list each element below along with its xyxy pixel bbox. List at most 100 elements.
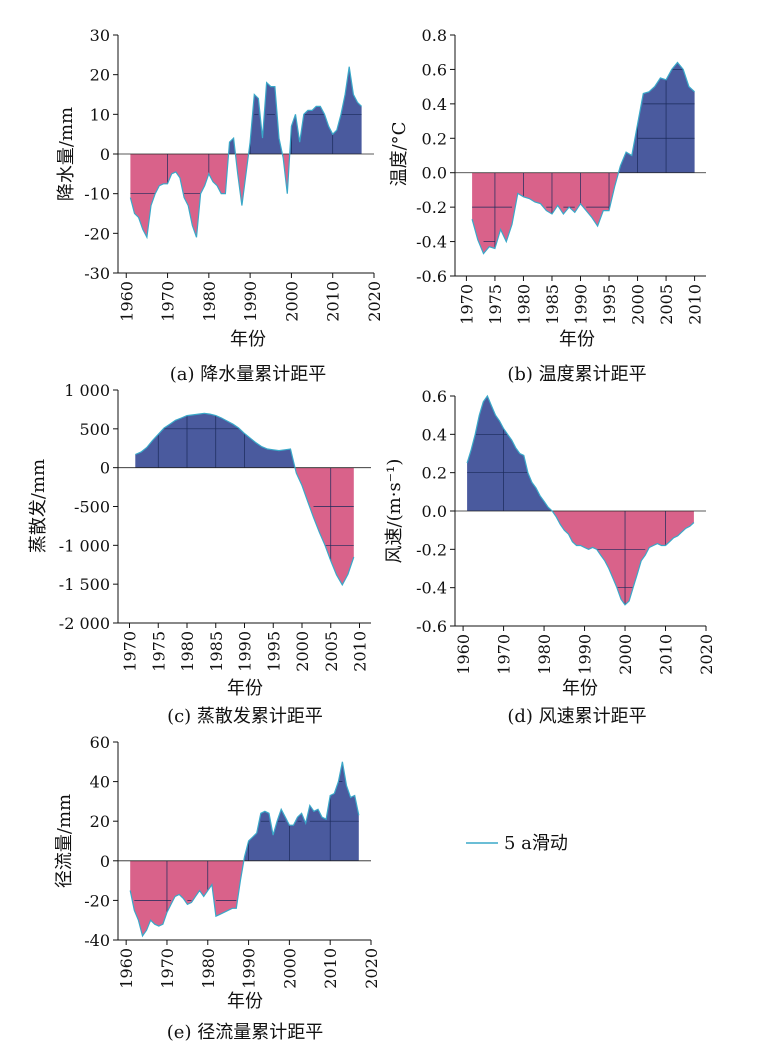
x-tick-label: 2000 [629,284,648,325]
y-tick-label: -0.4 [416,233,447,252]
legend: 5 a滑动 [466,833,568,854]
series-line [135,412,355,587]
y-tick-label: 60 [90,733,110,752]
y-tick-label: 0.6 [422,60,447,79]
negative-area-fill [295,467,354,585]
y-axis-title: 温度/°C [389,122,410,187]
x-tick-label: 1990 [236,631,255,672]
y-tick-label: 0.8 [422,26,447,45]
y-axis-title: 蒸散发/mm [28,459,49,553]
y-tick-label: 10 [90,105,110,124]
y-tick-label: 0.0 [422,164,447,183]
x-tick-label: 2010 [351,631,370,672]
y-tick-label: -30 [84,264,110,283]
series-line [129,761,360,938]
x-tick-label: 2000 [293,631,312,672]
y-tick-label: 1 000 [64,381,110,400]
x-tick-label: 2020 [365,281,384,322]
x-tick-label: 1980 [535,634,554,675]
x-tick-label: 2010 [686,284,705,325]
x-tick-label: 1970 [495,634,514,675]
y-tick-label: 40 [90,773,110,792]
panel-caption: (e) 径流量累计距平 [167,1022,323,1043]
y-tick-label: 0.4 [422,425,447,444]
x-tick-label: 1990 [576,634,595,675]
x-tick-label: 1985 [543,284,562,325]
x-tick-label: 1960 [117,948,136,989]
panel-runoff: -40 -20 0 20 40 60 1960 1970 1980 1990 2000 2010 202… [54,733,381,1043]
x-tick-label: 2020 [697,634,716,675]
panel-wind-speed: -0.6 -0.4 -0.2 0.0 0.2 0.4 0.6 1960 1970 1980 1990… [384,387,716,727]
y-tick-label: 0 [100,459,110,478]
series-line [129,66,363,240]
x-tick-label: 1970 [159,281,178,322]
y-tick-label: 0.2 [422,464,447,483]
x-tick-label: 1980 [514,284,533,325]
y-tick-label: 0.0 [422,502,447,521]
x-tick-label: 1970 [158,948,177,989]
x-tick-label: 1990 [240,948,259,989]
positive-area-fill [467,396,553,511]
x-tick-label: 2010 [321,948,340,989]
negative-area-fill [552,511,694,605]
positive-area-fill [248,82,283,154]
x-tick-label: 2010 [324,281,343,322]
y-tick-label: 0.4 [422,95,447,114]
x-tick-label: 2020 [362,948,381,989]
x-tick-label: 1995 [600,284,619,325]
y-tick-label: -10 [84,185,110,204]
y-tick-label: -40 [84,931,110,950]
y-tick-label: -20 [84,891,110,910]
x-tick-label: 1980 [199,948,218,989]
positive-area-fill [289,66,362,154]
x-tick-label: 2000 [282,281,301,322]
y-tick-label: -0.2 [416,198,447,217]
panel-precipitation: -30 -20 -10 0 10 20 30 1960 1970 1980 1990 2000 2010… [56,26,384,385]
positive-area-fill [243,761,359,861]
x-axis-title: 年份 [562,678,598,699]
y-tick-label: 500 [79,420,110,439]
y-tick-label: -20 [84,224,110,243]
x-tick-label: 2000 [616,634,635,675]
negative-area-fill [130,154,229,238]
x-tick-label: 2005 [657,284,676,325]
x-tick-label: 1975 [486,284,505,325]
series-line [466,394,695,606]
y-tick-label: -1 000 [59,536,110,555]
x-tick-label: 1970 [457,284,476,325]
x-tick-label: 1980 [178,631,197,672]
y-tick-label: 0 [100,852,110,871]
y-tick-label: -0.2 [416,540,447,559]
y-axis-title: 径流量/mm [54,794,75,888]
x-tick-label: 1960 [117,281,136,322]
x-axis-title: 年份 [559,329,595,350]
y-tick-label: -0.6 [416,267,447,286]
x-tick-label: 1975 [149,631,168,672]
x-tick-label: 1980 [200,281,219,322]
y-tick-label: -0.6 [416,617,447,636]
y-tick-label: 0.2 [422,129,447,148]
negative-area-fill [235,154,249,206]
y-tick-label: -1 500 [59,575,110,594]
panel-caption: (b) 温度累计距平 [507,364,646,385]
panel-caption: (a) 降水量累计距平 [170,364,327,385]
negative-area-fill [130,860,244,936]
y-tick-label: 20 [90,66,110,85]
y-tick-label: 20 [90,812,110,831]
x-axis-title: 年份 [227,991,263,1012]
y-tick-label: 0 [100,145,110,164]
x-tick-label: 1985 [207,631,226,672]
y-tick-label: 0.6 [422,387,447,406]
x-tick-label: 2000 [280,948,299,989]
x-tick-label: 1960 [454,634,473,675]
panel-evapotranspiration: -2 000 -1 500 -1 000 -500 0 500 1 000 1970 1975 1… [28,381,371,727]
panel-caption: (c) 蒸散发累计距平 [167,706,323,727]
positive-area-fill [135,413,295,468]
legend-label: 5 a滑动 [504,833,568,854]
panel-caption: (d) 风速累计距平 [507,706,646,727]
y-tick-label: 30 [90,26,110,45]
x-tick-label: 1970 [121,631,140,672]
x-tick-label: 1995 [264,631,283,672]
x-tick-label: 2010 [657,634,676,675]
